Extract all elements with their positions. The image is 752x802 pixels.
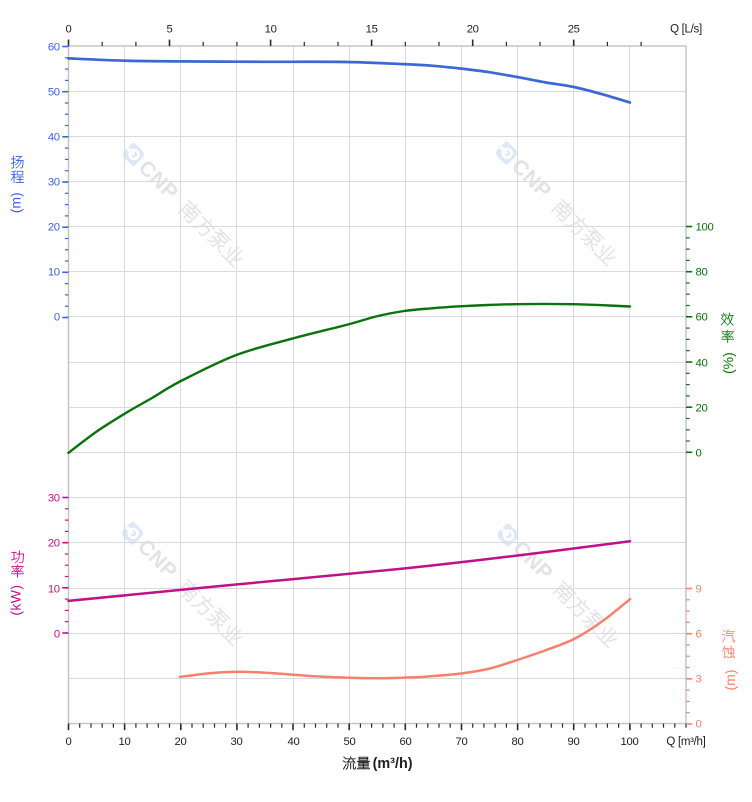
svg-text:100: 100 xyxy=(621,736,639,748)
svg-text:6: 6 xyxy=(696,629,702,641)
svg-text:40: 40 xyxy=(696,358,708,370)
svg-text:0: 0 xyxy=(66,736,72,748)
svg-text:70: 70 xyxy=(456,736,468,748)
svg-text:5: 5 xyxy=(167,24,173,36)
svg-text:15: 15 xyxy=(366,24,378,36)
svg-text:20: 20 xyxy=(467,24,479,36)
svg-text:90: 90 xyxy=(568,736,580,748)
svg-text:0: 0 xyxy=(66,24,72,36)
svg-text:(kW): (kW) xyxy=(8,585,24,616)
svg-text:60: 60 xyxy=(696,312,708,324)
svg-text:80: 80 xyxy=(512,736,524,748)
svg-text:9: 9 xyxy=(696,584,702,596)
svg-text:30: 30 xyxy=(231,736,243,748)
svg-text:60: 60 xyxy=(400,736,412,748)
svg-text:40: 40 xyxy=(288,736,300,748)
svg-text:0: 0 xyxy=(54,312,60,324)
svg-text:Q [m³/h]: Q [m³/h] xyxy=(666,736,705,748)
svg-text:10: 10 xyxy=(48,584,60,596)
svg-text:(m): (m) xyxy=(8,192,24,213)
svg-text:100: 100 xyxy=(696,222,714,234)
svg-text:50: 50 xyxy=(344,736,356,748)
svg-text:60: 60 xyxy=(48,42,60,54)
svg-text:(m³/h): (m³/h) xyxy=(373,756,413,772)
svg-text:0: 0 xyxy=(696,719,702,731)
svg-text:10: 10 xyxy=(265,24,277,36)
svg-text:25: 25 xyxy=(568,24,580,36)
svg-text:30: 30 xyxy=(48,177,60,189)
svg-text:20: 20 xyxy=(48,222,60,234)
svg-text:0: 0 xyxy=(696,448,702,460)
svg-text:50: 50 xyxy=(48,87,60,99)
svg-text:30: 30 xyxy=(48,493,60,505)
svg-text:80: 80 xyxy=(696,267,708,279)
svg-text:10: 10 xyxy=(48,267,60,279)
svg-text:40: 40 xyxy=(48,132,60,144)
svg-text:3: 3 xyxy=(696,674,702,686)
svg-text:(m): (m) xyxy=(722,670,738,691)
svg-text:20: 20 xyxy=(696,403,708,415)
svg-text:0: 0 xyxy=(54,629,60,641)
svg-text:20: 20 xyxy=(175,736,187,748)
svg-text:10: 10 xyxy=(119,736,131,748)
svg-text:20: 20 xyxy=(48,538,60,550)
svg-text:(%): (%) xyxy=(720,352,736,374)
svg-text:Q [L/s]: Q [L/s] xyxy=(670,24,702,36)
